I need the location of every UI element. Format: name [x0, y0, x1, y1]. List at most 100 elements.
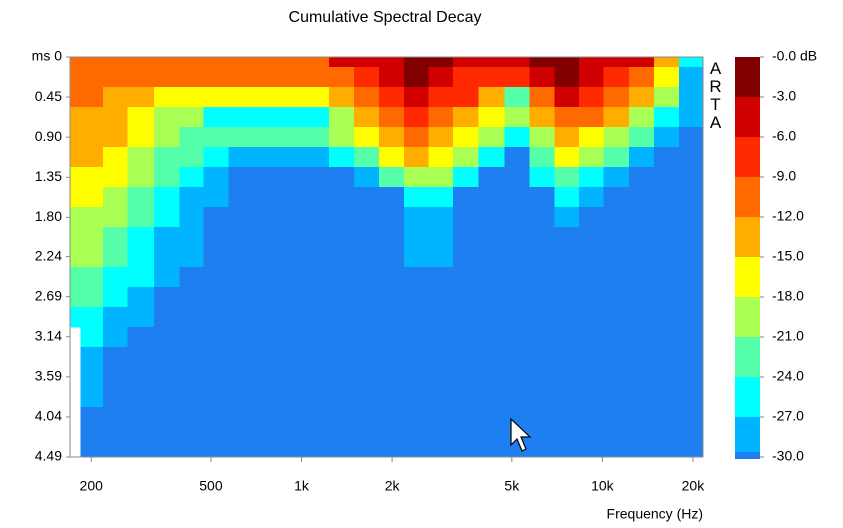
heatmap-cell — [579, 266, 605, 288]
heatmap-cell — [153, 427, 181, 448]
heatmap-cell — [504, 447, 531, 458]
heatmap-cell — [529, 106, 555, 128]
heatmap-cell — [504, 207, 531, 228]
heatmap-cell — [554, 427, 580, 448]
heatmap-cell — [579, 146, 605, 168]
heatmap-cell — [554, 286, 580, 308]
heatmap-cell — [653, 367, 680, 388]
heatmap-cell — [628, 207, 655, 228]
heatmap-cell — [127, 57, 155, 68]
x-tick-label: 200 — [80, 478, 104, 494]
heatmap-cell — [428, 187, 454, 208]
heatmap-cell — [579, 126, 605, 148]
heatmap-cell — [603, 106, 630, 128]
heatmap-cell — [80, 146, 104, 168]
heatmap-cell — [179, 246, 205, 268]
heatmap-cell — [678, 367, 704, 388]
heatmap-cell — [504, 326, 531, 348]
heatmap-cell — [203, 187, 230, 208]
heatmap-cell — [203, 207, 230, 228]
heatmap-cell — [228, 126, 255, 148]
heatmap-cell — [203, 57, 230, 68]
heatmap-cell — [278, 167, 305, 188]
heatmap-cell — [428, 266, 454, 288]
colorbar-band — [735, 377, 760, 417]
heatmap-cell — [653, 66, 680, 88]
heatmap-cell — [404, 286, 429, 308]
colorbar-tick-label: -12.0 — [772, 208, 804, 224]
heatmap-cell — [554, 227, 580, 248]
heatmap-cell — [579, 66, 605, 88]
heatmap-cell — [153, 346, 181, 368]
heatmap-cell — [253, 187, 280, 208]
heatmap-cell — [253, 266, 280, 288]
heatmap-cell — [70, 306, 82, 328]
heatmap-cell — [203, 427, 230, 448]
heatmap-cell — [103, 407, 129, 428]
heatmap-cell — [478, 207, 506, 228]
heatmap-cell — [678, 86, 704, 108]
heatmap-cell — [179, 126, 205, 148]
heatmap-cell — [653, 126, 680, 148]
heatmap-cell — [353, 106, 380, 128]
heatmap-cell — [203, 346, 230, 368]
heatmap-cell — [678, 227, 704, 248]
colorbar-band — [735, 97, 760, 137]
heatmap-cell — [603, 427, 630, 448]
heatmap-cell — [478, 367, 506, 388]
y-tick-label: 0.45 — [35, 88, 62, 104]
heatmap-cell — [127, 427, 155, 448]
heatmap-cell — [253, 126, 280, 148]
heatmap-cell — [203, 266, 230, 288]
heatmap-cell — [504, 266, 531, 288]
heatmap-cell — [70, 246, 82, 268]
heatmap-cell — [228, 246, 255, 268]
heatmap-cell — [678, 106, 704, 128]
heatmap-cell — [404, 246, 429, 268]
heatmap-cell — [70, 266, 82, 288]
heatmap-cell — [379, 86, 405, 108]
heatmap-cell — [179, 86, 205, 108]
heatmap-cell — [203, 246, 230, 268]
heatmap-cell — [353, 146, 380, 168]
y-tick-label: 1.80 — [35, 208, 62, 224]
heatmap-cell — [179, 146, 205, 168]
heatmap-cell — [653, 306, 680, 328]
heatmap-cell — [554, 167, 580, 188]
heatmap-cell — [554, 246, 580, 268]
heatmap-cell — [529, 306, 555, 328]
heatmap-cell — [228, 57, 255, 68]
heatmap-cell — [628, 447, 655, 458]
heatmap-cell — [404, 346, 429, 368]
heatmap-cell — [478, 427, 506, 448]
heatmap-cell — [127, 367, 155, 388]
heatmap-cell — [103, 167, 129, 188]
heatmap-cell — [304, 106, 330, 128]
heatmap-cell — [428, 407, 454, 428]
heatmap-cell — [278, 447, 305, 458]
heatmap-cell — [80, 427, 104, 448]
heatmap-cell — [278, 227, 305, 248]
heatmap-cell — [103, 187, 129, 208]
heatmap-cell — [228, 66, 255, 88]
heatmap-cell — [428, 86, 454, 108]
heatmap-cell — [554, 266, 580, 288]
y-tick-label: 1.35 — [35, 168, 62, 184]
heatmap-cell — [529, 246, 555, 268]
heatmap-cell — [628, 106, 655, 128]
heatmap-cell — [603, 266, 630, 288]
heatmap-cell — [278, 286, 305, 308]
heatmap-cell — [228, 447, 255, 458]
heatmap-cell — [228, 346, 255, 368]
heatmap-cell — [278, 306, 305, 328]
heatmap-cell — [404, 187, 429, 208]
heatmap-cell — [452, 447, 480, 458]
heatmap-cell — [203, 106, 230, 128]
heatmap-cell — [579, 407, 605, 428]
heatmap-cell — [353, 66, 380, 88]
heatmap-cell — [478, 407, 506, 428]
heatmap-cell — [529, 227, 555, 248]
heatmap-cell — [203, 86, 230, 108]
heatmap-cell — [379, 387, 405, 408]
heatmap-cell — [554, 367, 580, 388]
